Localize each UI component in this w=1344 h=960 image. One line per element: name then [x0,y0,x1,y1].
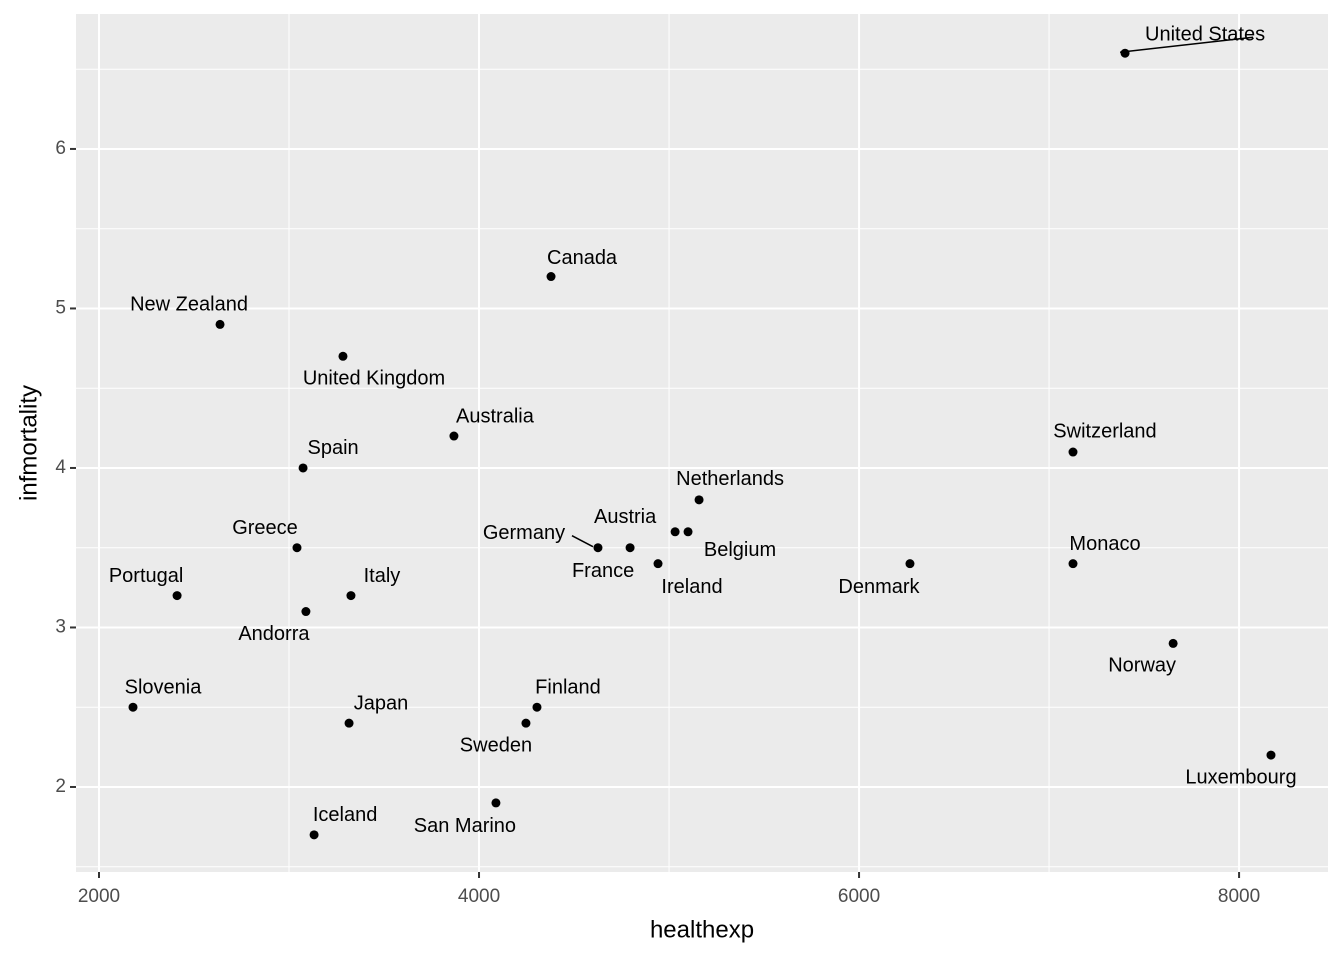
y-tick-label: 6 [55,138,66,159]
point [338,351,348,361]
point [625,543,635,553]
point-label: France [572,560,634,582]
panel [76,14,1328,872]
y-tick-label: 3 [55,616,66,637]
point-label: Belgium [704,539,776,561]
point-label: Portugal [109,565,184,587]
point [344,718,354,728]
point [1168,638,1178,648]
y-axis-title: infmortality [15,385,42,501]
point-label: Andorra [238,623,310,645]
point-label: Sweden [460,734,532,756]
point-label: United States [1145,24,1265,46]
point [215,319,225,329]
point-label: Germany [483,522,565,544]
point [1068,447,1078,457]
y-tick-label: 4 [55,457,66,478]
point [1068,559,1078,569]
point [1266,750,1276,760]
point [532,702,542,712]
point [298,463,308,473]
point [905,559,915,569]
point-label: Netherlands [676,468,784,490]
point-label: Slovenia [125,677,203,699]
point [128,702,138,712]
point [301,607,311,617]
point [521,718,531,728]
point [491,798,501,808]
point [694,495,704,505]
point-label: Spain [307,437,358,459]
point [309,830,319,840]
point-label: United Kingdom [303,368,445,390]
point-label: Japan [354,692,409,714]
x-tick-label: 6000 [838,886,880,907]
point-label: Austria [594,506,657,528]
grid [76,14,1328,872]
marks: United States Canada New Zealand United Kin… [109,24,1297,840]
point [292,543,302,553]
x-tick-label: 4000 [458,886,500,907]
point-label: Switzerland [1053,420,1156,442]
point-label: Norway [1108,655,1176,677]
point-label: Ireland [661,576,722,598]
point-label: New Zealand [130,294,248,316]
point-label: Italy [364,565,401,587]
point-label: Monaco [1069,533,1140,555]
point [172,591,182,601]
point-label: Denmark [838,576,920,598]
point [670,527,680,537]
point-label: Greece [232,517,298,539]
point-label: Iceland [313,804,378,826]
x-tick-label: 8000 [1218,886,1260,907]
point-label: San Marino [414,815,516,837]
label-segment [1119,36,1254,53]
y-tick-label: 2 [55,776,66,797]
point-label: Finland [535,677,601,699]
x-axis-title: healthexp [650,916,754,943]
point-label: Luxembourg [1185,766,1296,788]
point [346,591,356,601]
point [653,559,663,569]
point-label: Australia [456,405,535,427]
point [1120,48,1130,58]
point [683,527,693,537]
y-tick-label: 5 [55,297,66,318]
point [449,431,459,441]
label-segment [571,535,594,548]
x-tick-label: 2000 [78,886,120,907]
point-label: Canada [547,247,618,269]
point [593,543,603,553]
point [546,272,556,282]
